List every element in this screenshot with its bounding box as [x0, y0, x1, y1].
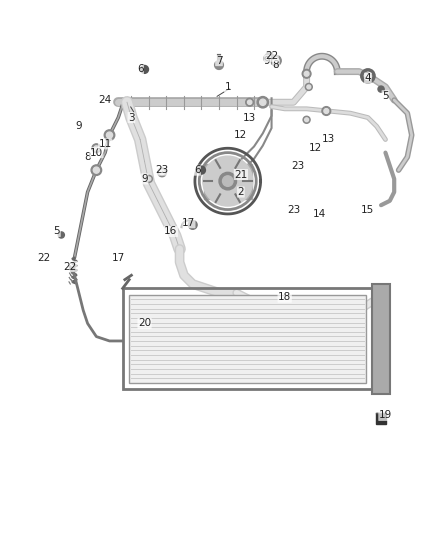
Text: 7: 7	[215, 55, 223, 66]
Text: 16: 16	[164, 227, 177, 237]
Circle shape	[104, 130, 115, 140]
Circle shape	[304, 71, 309, 76]
Circle shape	[305, 118, 308, 122]
Text: 13: 13	[322, 134, 335, 144]
Circle shape	[159, 170, 164, 175]
Circle shape	[265, 56, 269, 60]
Text: 1: 1	[224, 82, 231, 92]
Text: 6: 6	[137, 64, 144, 75]
Bar	[129, 295, 366, 383]
Text: 22: 22	[265, 51, 278, 61]
Circle shape	[302, 69, 311, 78]
Text: 23: 23	[291, 161, 304, 171]
Circle shape	[303, 116, 310, 123]
Text: 20: 20	[138, 318, 151, 328]
Text: 6: 6	[194, 165, 201, 175]
Text: 23: 23	[155, 165, 169, 175]
Circle shape	[188, 221, 197, 229]
Circle shape	[91, 165, 102, 175]
Circle shape	[257, 96, 268, 108]
Text: 5: 5	[53, 227, 60, 237]
Text: 4: 4	[364, 73, 371, 83]
Circle shape	[246, 98, 254, 106]
Text: 5: 5	[382, 91, 389, 101]
Circle shape	[158, 168, 166, 177]
Text: 18: 18	[278, 292, 291, 302]
Circle shape	[58, 232, 64, 238]
Circle shape	[307, 85, 311, 89]
Text: 12: 12	[309, 143, 322, 154]
Text: 10: 10	[90, 148, 103, 158]
Text: 11: 11	[99, 139, 112, 149]
Circle shape	[215, 61, 223, 69]
Text: 9: 9	[141, 174, 148, 184]
Circle shape	[378, 86, 384, 92]
Circle shape	[106, 132, 113, 138]
Text: 15: 15	[361, 205, 374, 215]
Bar	[123, 288, 372, 389]
Text: 17: 17	[182, 217, 195, 228]
Text: 19: 19	[379, 410, 392, 421]
Circle shape	[264, 55, 271, 62]
Text: 2: 2	[237, 187, 244, 197]
Circle shape	[271, 55, 281, 66]
Text: 9: 9	[75, 122, 82, 131]
Circle shape	[92, 144, 101, 152]
Circle shape	[141, 66, 148, 74]
Circle shape	[305, 84, 312, 91]
Text: 9: 9	[264, 55, 271, 66]
Text: 8: 8	[272, 60, 279, 70]
Circle shape	[265, 53, 274, 61]
Text: 14: 14	[313, 209, 326, 219]
Text: 13: 13	[243, 112, 256, 123]
Circle shape	[322, 107, 331, 115]
Text: 3: 3	[128, 112, 135, 123]
Circle shape	[198, 166, 205, 174]
Circle shape	[219, 172, 237, 190]
Text: 24: 24	[99, 95, 112, 105]
Circle shape	[324, 109, 328, 114]
Circle shape	[273, 58, 279, 63]
Bar	[204, 164, 252, 199]
Circle shape	[247, 100, 252, 104]
Text: 23: 23	[287, 205, 300, 215]
Bar	[372, 284, 390, 393]
Text: 12: 12	[234, 130, 247, 140]
Text: 8: 8	[84, 152, 91, 162]
Text: 22: 22	[37, 253, 50, 263]
Text: 17: 17	[112, 253, 125, 263]
Text: 21: 21	[234, 169, 247, 180]
Circle shape	[94, 146, 99, 151]
Circle shape	[203, 156, 253, 206]
Circle shape	[223, 176, 233, 187]
Circle shape	[93, 167, 99, 173]
Bar	[376, 413, 386, 424]
Circle shape	[147, 177, 151, 181]
Text: 22: 22	[64, 262, 77, 271]
Circle shape	[145, 175, 152, 182]
Circle shape	[260, 99, 266, 106]
